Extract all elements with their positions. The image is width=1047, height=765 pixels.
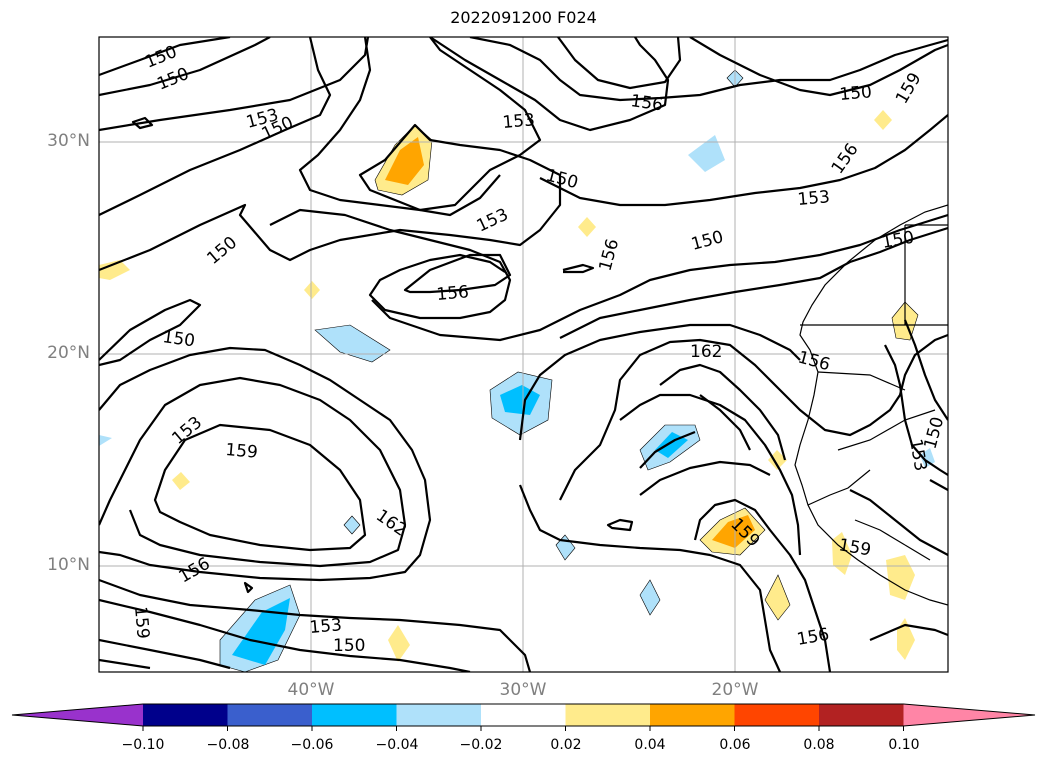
shaded-negative-regions [99,69,935,672]
contour-label: 156 [629,91,664,115]
contour-label: 162 [690,342,722,362]
colorbar-tick: 0.06 [719,737,751,753]
map-title: 2022091200 F024 [450,8,597,27]
colorbar-segment [650,704,735,726]
map-frame [98,36,949,673]
colorbar-segment [143,704,228,726]
colorbar-tick: 0.08 [803,737,835,753]
contour-label: 153 [309,615,343,638]
contour-label: 156 [596,237,624,274]
contour-label: 159 [225,440,259,463]
colorbar [11,703,1036,731]
lat-label-30n: 30°N [47,131,90,151]
colorbar-segment [312,704,397,726]
coastline [794,204,948,606]
colorbar-segment [481,704,566,726]
contour-label: 153 [502,110,536,133]
colorbar-tick: −0.06 [290,737,334,753]
contour-label: 150 [161,327,196,351]
colorbar-segment [227,704,313,726]
contour-label: 156 [176,554,214,588]
contour-label: 150 [154,64,192,95]
lat-label-20n: 20°N [47,343,90,363]
contour-label: 159 [892,69,926,107]
colorbar-extend-max [903,704,1035,726]
contour-label: 153 [474,205,512,237]
colorbar-tick: 0.10 [888,737,920,753]
contour-label: 150 [203,233,241,269]
colorbar-extend-min [12,704,143,726]
colorbar-tick: −0.04 [375,737,419,753]
contour-label: 150 [839,82,873,105]
colorbar-segment [565,704,651,726]
colorbar-tick: −0.02 [459,737,503,753]
colorbar-segment [819,704,904,726]
lon-label-30w: 30°W [499,680,547,700]
lat-label-10n: 10°N [47,555,90,575]
colorbar-segment [396,704,482,726]
contour-label: 150 [921,415,949,452]
contour-lines [99,37,948,672]
contour-label: 150 [689,227,726,255]
contour-label: 153 [168,413,206,449]
colorbar-tick: 0.02 [550,737,582,753]
lon-label-20w: 20°W [711,680,759,700]
map-gridlines [99,37,948,672]
contour-label: 153 [797,187,831,210]
lon-label-40w: 40°W [287,680,335,700]
contour-label: 156 [796,348,833,376]
colorbar-tick: −0.08 [206,737,250,753]
contour-label: 150 [880,228,915,253]
contour-label: 150 [333,636,365,656]
colorbar-tick: −0.10 [121,737,165,753]
contour-label: 162 [372,506,410,541]
contour-label: 156 [828,140,863,178]
colorbar-segment [734,704,820,726]
contour-label: 150 [544,166,581,194]
colorbar-tick: 0.04 [634,737,666,753]
contour-label: 159 [130,606,153,640]
map-plot-area: 150 150 153 150 150 150 153 150 153 156 … [99,37,948,672]
contour-label: 156 [436,282,470,305]
